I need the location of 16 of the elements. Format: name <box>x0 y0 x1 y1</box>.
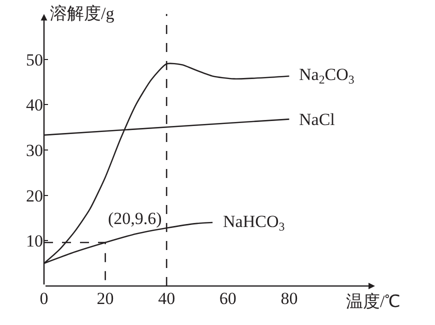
y-tick-label: 10 <box>26 232 43 251</box>
x-tick-label: 80 <box>280 289 298 308</box>
x-tick-label: 40 <box>158 289 176 308</box>
x-tick-label: 20 <box>96 289 114 308</box>
y-tick-label: 50 <box>26 50 43 70</box>
series-label: NaCl <box>299 110 336 129</box>
y-axis-title: 溶解度/g <box>50 4 115 23</box>
x-tick-label: 60 <box>219 289 236 308</box>
y-tick-label: 40 <box>26 96 43 115</box>
y-tick-label: 20 <box>26 186 43 206</box>
x-axis-title: 温度/℃ <box>346 292 401 311</box>
series-label: Na$_{2}$CO$_{3}$ <box>299 65 354 87</box>
x-tick-label: 0 <box>40 289 48 308</box>
y-tick-label: 30 <box>26 140 43 160</box>
series-label: NaHCO$_{3}$ <box>223 212 285 234</box>
annotation: (20,9.6) <box>108 209 162 228</box>
